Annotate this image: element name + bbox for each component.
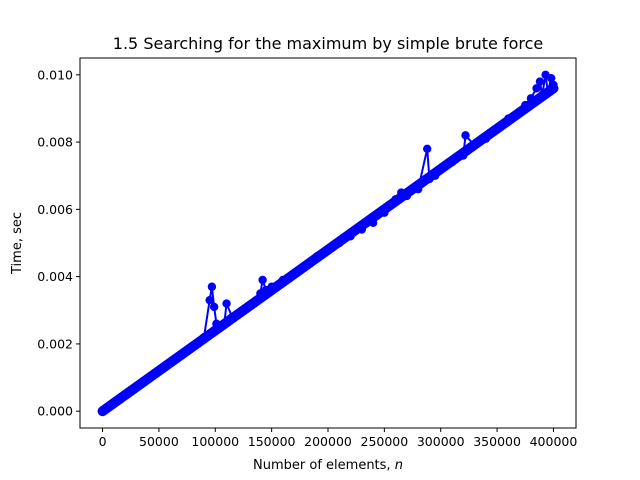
data-point <box>346 232 355 241</box>
data-point <box>120 390 130 399</box>
data-point <box>521 100 530 110</box>
data-point <box>504 114 513 123</box>
y-axis-label: Time, sec <box>10 212 25 275</box>
y-tick-label: 0.008 <box>37 135 73 150</box>
data-point <box>109 398 119 407</box>
data-point <box>220 319 229 328</box>
x-tick-label: 150000 <box>248 434 296 449</box>
x-tick-label: 0 <box>99 434 107 449</box>
data-point <box>535 77 545 86</box>
data-point <box>98 406 107 416</box>
data-point <box>423 144 432 154</box>
data-point <box>436 164 445 174</box>
data-point <box>289 269 299 278</box>
x-tick-label: 400000 <box>530 434 578 449</box>
data-point <box>222 299 231 308</box>
chart-title: 1.5 Searching for the maximum by simple … <box>113 34 543 53</box>
data-point <box>143 375 152 384</box>
data-point <box>402 191 412 201</box>
data-point <box>335 238 344 248</box>
x-tick-label: 50000 <box>139 434 179 449</box>
x-tick-label: 200000 <box>304 434 352 449</box>
data-point <box>233 309 243 318</box>
data-point <box>368 218 378 228</box>
data-point <box>492 124 502 133</box>
data-point <box>267 282 276 291</box>
x-axis-label-variable: n <box>395 458 403 473</box>
data-point <box>430 171 440 180</box>
data-point <box>461 131 470 140</box>
data-point <box>543 87 553 96</box>
data-point <box>459 151 468 160</box>
y-tick-label: 0.002 <box>37 336 73 351</box>
y-tick-label: 0.010 <box>37 67 73 82</box>
data-layer <box>97 70 559 417</box>
data-point <box>244 302 254 312</box>
data-point <box>481 134 491 143</box>
x-axis-label: Number of elements, n <box>253 458 403 473</box>
x-tick-label: 100000 <box>191 434 239 449</box>
y-tick-label: 0.006 <box>37 202 73 217</box>
y-tick-label: 0.004 <box>37 269 73 284</box>
data-point <box>278 275 288 285</box>
data-point <box>205 295 214 305</box>
data-point <box>413 184 423 194</box>
data-point <box>323 245 333 254</box>
data-point <box>177 351 186 360</box>
data-point <box>547 73 556 83</box>
data-point <box>258 275 267 285</box>
x-axis-ticks: 0 50000 100000 150000 200000 250000 300000 3500… <box>99 428 578 449</box>
data-point <box>526 94 536 103</box>
data-point <box>199 332 209 342</box>
x-tick-label: 250000 <box>361 434 409 449</box>
data-point <box>515 107 524 117</box>
data-point <box>312 252 321 261</box>
data-point <box>380 208 389 217</box>
x-tick-label: 350000 <box>473 434 521 449</box>
data-point <box>188 343 197 352</box>
data-point <box>470 141 479 150</box>
data-point <box>447 158 457 167</box>
data-point <box>357 225 367 234</box>
data-point <box>209 302 219 312</box>
y-tick-label: 0.000 <box>37 404 73 419</box>
y-axis-ticks: 0.000 0.002 0.004 0.006 0.008 0.010 <box>37 67 80 419</box>
data-point <box>385 201 395 211</box>
data-point <box>165 359 175 368</box>
data-point <box>532 84 541 93</box>
data-point <box>207 282 217 291</box>
data-point <box>549 80 558 90</box>
data-point <box>391 195 400 204</box>
x-axis-label-text: Number of elements, <box>253 458 395 473</box>
data-point <box>154 366 164 376</box>
data-point <box>301 262 310 271</box>
data-point <box>132 382 141 392</box>
x-tick-label: 300000 <box>417 434 465 449</box>
